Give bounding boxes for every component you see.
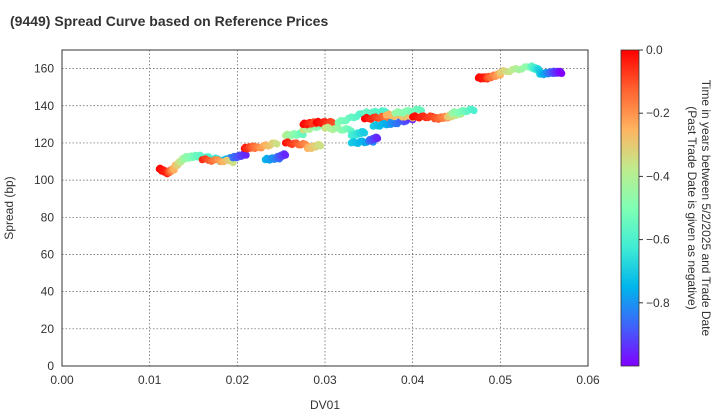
data-point: [558, 69, 566, 77]
data-point: [273, 140, 281, 148]
y-tick-label: 140: [34, 99, 54, 113]
x-tick-label: 0.06: [576, 373, 600, 387]
colorbar-label-line2: (Past Trade Date is given as negative): [685, 106, 699, 309]
data-point: [374, 134, 382, 142]
y-tick-label: 40: [41, 285, 55, 299]
y-tick-label: 20: [41, 322, 55, 336]
y-tick-label: 100: [34, 173, 54, 187]
y-tick-labels: 0 20 40 60 80 100 120 140 160: [34, 62, 54, 373]
colorbar-tick-label: −0.2: [646, 106, 670, 120]
x-tick-labels: 0.00 0.01 0.02 0.03 0.04 0.05 0.06: [50, 373, 600, 387]
colorbar-tick-label: −0.6: [646, 233, 670, 247]
y-tick-label: 0: [47, 359, 54, 373]
colorbar-ticks: 0.0 −0.2 −0.4 −0.6 −0.8: [639, 43, 670, 310]
data-point: [360, 129, 369, 137]
x-tick-label: 0.03: [313, 373, 337, 387]
x-tick-label: 0.00: [50, 373, 74, 387]
x-axis-label: DV01: [310, 398, 340, 412]
colorbar-tick-label: −0.8: [646, 296, 670, 310]
x-tick-label: 0.05: [489, 373, 513, 387]
data-point: [242, 151, 250, 159]
colorbar-label-line1: Time in years between 5/2/2025 and Trade…: [699, 80, 713, 337]
y-tick-label: 80: [41, 210, 55, 224]
x-tick-label: 0.01: [138, 373, 162, 387]
data-point: [417, 107, 425, 115]
colorbar-tick-label: 0.0: [646, 43, 663, 57]
y-axis-label: Spread (bp): [2, 176, 16, 239]
y-tick-label: 160: [34, 62, 54, 76]
data-point: [470, 107, 478, 115]
data-point: [317, 142, 325, 150]
colorbar: [620, 49, 640, 367]
colorbar-tick-label: −0.4: [646, 169, 670, 183]
chart-title: (9449) Spread Curve based on Reference P…: [10, 13, 328, 29]
grid-lines: [62, 50, 588, 366]
data-point: [281, 151, 290, 159]
y-tick-label: 120: [34, 136, 54, 150]
x-tick-label: 0.02: [226, 373, 250, 387]
y-tick-label: 60: [41, 247, 55, 261]
scatter-points: [155, 62, 566, 178]
x-tick-label: 0.04: [401, 373, 425, 387]
